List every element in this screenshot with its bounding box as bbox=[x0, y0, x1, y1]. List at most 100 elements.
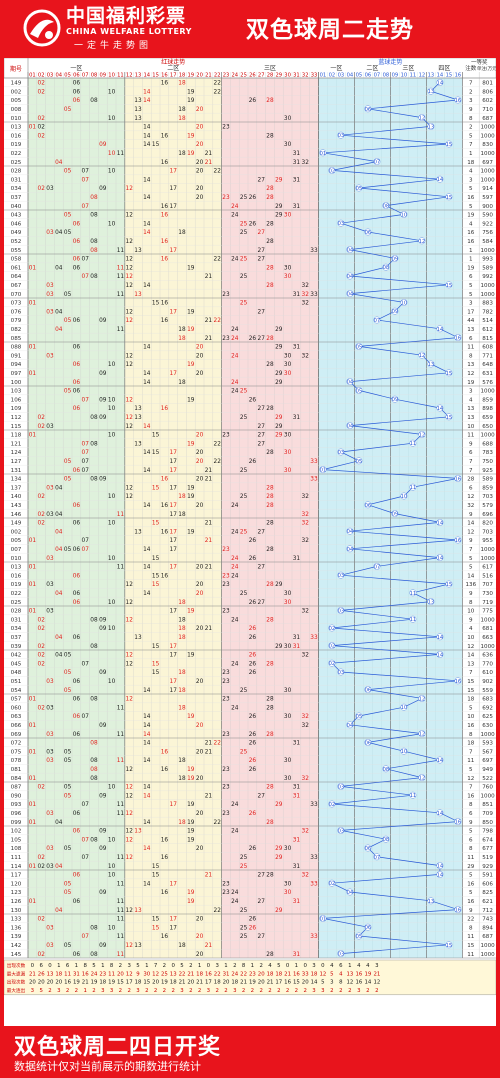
red-column-number: 31 bbox=[293, 73, 300, 79]
issue-cell: 131 bbox=[11, 468, 22, 474]
red-ball-number: 09 bbox=[99, 397, 107, 403]
red-ball-number: 07 bbox=[82, 274, 90, 280]
red-ball-number: 05 bbox=[64, 793, 72, 799]
blue-column-number: 16 bbox=[455, 73, 462, 79]
red-ball-number: 06 bbox=[73, 98, 81, 104]
red-ball-number: 12 bbox=[126, 661, 134, 667]
red-ball-number: 32 bbox=[302, 609, 310, 615]
red-ball-number: 01 bbox=[29, 433, 37, 439]
red-ball-number: 19 bbox=[187, 609, 195, 615]
red-ball-number: 14 bbox=[143, 221, 151, 227]
red-ball-number: 04 bbox=[55, 547, 63, 553]
prize-amount-cell: 692 bbox=[482, 705, 493, 711]
red-ball-number: 05 bbox=[64, 107, 72, 113]
blue-ball-marker bbox=[454, 536, 462, 544]
red-ball-number: 17 bbox=[170, 925, 178, 931]
red-trend-header: 红球走势 bbox=[161, 58, 185, 66]
red-ball-number: 19 bbox=[187, 776, 195, 782]
red-ball-number: 06 bbox=[73, 318, 81, 324]
blue-ball-number: 10 bbox=[401, 300, 408, 306]
stats-value: 20 bbox=[38, 980, 45, 986]
red-ball-number: 16 bbox=[161, 213, 169, 219]
stats-value: 15 bbox=[117, 980, 124, 986]
issue-cell: 054 bbox=[11, 688, 22, 694]
red-ball-number: 03 bbox=[46, 925, 54, 931]
red-ball-number: 21 bbox=[205, 160, 213, 166]
issue-cell: 145 bbox=[11, 952, 22, 958]
blue-ball-number: 04 bbox=[347, 723, 354, 729]
red-ball-number: 31 bbox=[293, 741, 301, 747]
issue-cell: 094 bbox=[11, 362, 22, 368]
red-ball-number: 02 bbox=[38, 917, 46, 923]
red-ball-number: 14 bbox=[143, 714, 151, 720]
red-column-number: 24 bbox=[231, 73, 238, 79]
red-ball-number: 05 bbox=[64, 547, 72, 553]
red-ball-number: 27 bbox=[258, 406, 266, 412]
blue-ball-number: 03 bbox=[338, 670, 345, 676]
issue-header: 期号 bbox=[10, 65, 22, 73]
red-ball-number: 02 bbox=[38, 653, 46, 659]
blue-ball-marker bbox=[346, 721, 354, 729]
red-ball-number: 30 bbox=[284, 688, 292, 694]
blue-ball-number: 02 bbox=[329, 626, 336, 632]
prize-amount-cell: 687 bbox=[482, 116, 493, 122]
red-ball-number: 20 bbox=[196, 679, 204, 685]
red-ball-number: 32 bbox=[302, 512, 310, 518]
stats-value: 20 bbox=[258, 980, 265, 986]
red-ball-number: 23 bbox=[222, 573, 230, 579]
blue-ball-marker bbox=[319, 466, 327, 473]
red-ball-number: 19 bbox=[187, 802, 195, 808]
red-ball-number: 21 bbox=[205, 318, 213, 324]
blue-ball-number: 05 bbox=[356, 388, 363, 394]
red-ball-number: 06 bbox=[73, 221, 81, 227]
red-ball-number: 33 bbox=[310, 881, 318, 887]
red-ball-number: 13 bbox=[134, 415, 142, 421]
red-ball-number: 20 bbox=[196, 626, 204, 632]
red-ball-number: 07 bbox=[82, 934, 90, 940]
red-ball-number: 15 bbox=[152, 864, 160, 870]
blue-ball-number: 03 bbox=[338, 952, 345, 958]
prize-count-cell: 3 bbox=[469, 389, 473, 395]
stats-value: 4 bbox=[330, 963, 334, 969]
blue-ball-marker bbox=[418, 237, 426, 245]
stats-value: 4 bbox=[357, 963, 361, 969]
prize-count-cell: 18 bbox=[467, 697, 475, 703]
stats-value: 15 bbox=[143, 980, 150, 986]
red-ball-number: 10 bbox=[108, 406, 116, 412]
issue-cell: 120 bbox=[11, 881, 22, 887]
red-column-number: 32 bbox=[302, 73, 309, 79]
stats-value: 2 bbox=[259, 988, 262, 994]
blue-ball-marker bbox=[436, 519, 444, 526]
issue-cell: 123 bbox=[11, 890, 22, 896]
prize-count-cell: 15 bbox=[467, 688, 475, 694]
red-ball-number: 06 bbox=[73, 829, 81, 835]
red-ball-number: 17 bbox=[170, 644, 178, 650]
red-ball-number: 31 bbox=[293, 151, 301, 157]
red-ball-number: 16 bbox=[161, 503, 169, 509]
prize-amount-cell: 576 bbox=[482, 380, 493, 386]
red-ball-number: 14 bbox=[143, 547, 151, 553]
blue-ball-number: 16 bbox=[455, 679, 462, 685]
red-ball-number: 16 bbox=[161, 301, 169, 307]
red-ball-number: 29 bbox=[275, 204, 283, 210]
red-ball-number: 17 bbox=[170, 186, 178, 192]
prize-count-cell: 32 bbox=[467, 503, 474, 509]
red-ball-number: 12 bbox=[126, 600, 134, 606]
red-column-number: 04 bbox=[55, 73, 62, 79]
issue-cell: 108 bbox=[11, 846, 22, 852]
prize-amount-cell: 709 bbox=[482, 811, 493, 817]
issue-cell: 045 bbox=[11, 661, 22, 667]
red-ball-number: 05 bbox=[64, 213, 72, 219]
first-prize-header: 一等奖 bbox=[471, 58, 488, 66]
red-ball-number: 10 bbox=[108, 362, 116, 368]
red-ball-number: 32 bbox=[302, 283, 310, 289]
prize-amount-cell: 783 bbox=[482, 450, 493, 456]
red-ball-number: 21 bbox=[205, 873, 213, 879]
red-ball-number: 25 bbox=[240, 274, 248, 280]
stats-value: 14 bbox=[364, 980, 371, 986]
red-ball-number: 24 bbox=[231, 802, 239, 808]
red-ball-number: 11 bbox=[117, 265, 125, 271]
red-ball-number: 04 bbox=[55, 512, 63, 518]
red-ball-number: 21 bbox=[205, 274, 213, 280]
blue-ball-marker bbox=[328, 167, 336, 174]
